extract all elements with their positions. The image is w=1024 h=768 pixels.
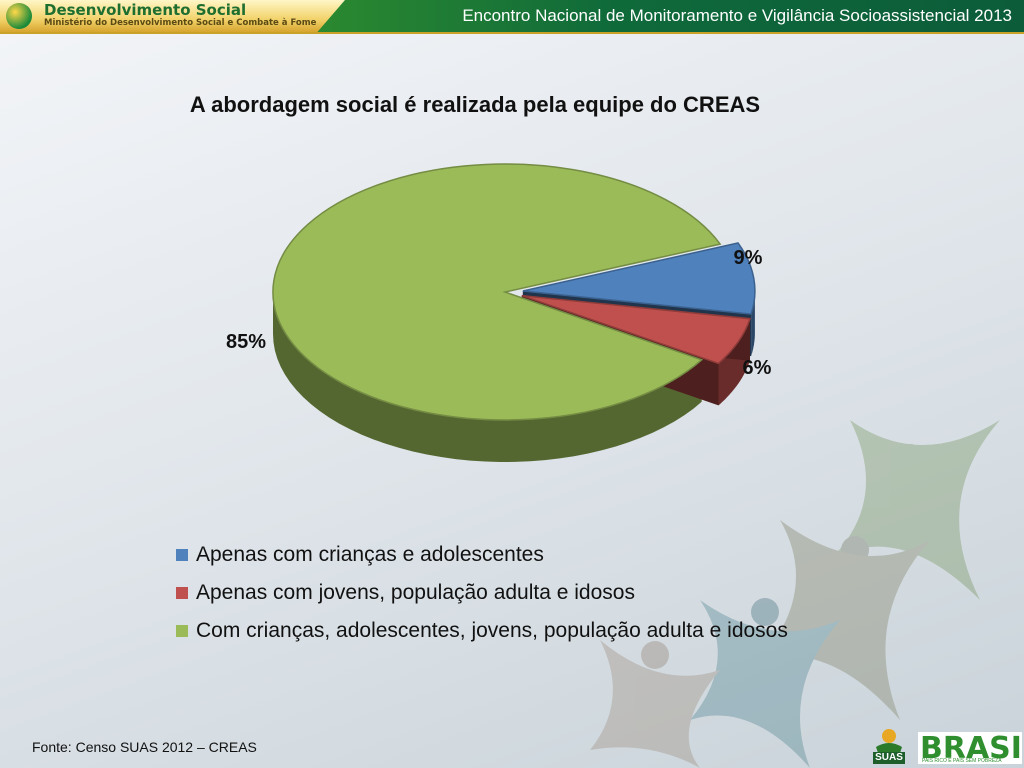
legend-label: Apenas com jovens, população adulta e id… — [196, 581, 635, 604]
pie-slice-red — [521, 294, 752, 365]
legend-swatch — [176, 587, 188, 599]
pie-slice-green — [272, 163, 722, 421]
legend-swatch — [176, 625, 188, 637]
decor-figure-body — [830, 420, 1000, 600]
pie-slice-blue — [522, 242, 756, 315]
chart-title: A abordagem social é realizada pela equi… — [189, 92, 761, 117]
ministry-logo-icon — [6, 3, 32, 29]
brand-subtitle: Ministério do Desenvolvimento Social e C… — [44, 18, 317, 28]
suas-logo-text: SUAS — [875, 752, 903, 763]
pie-slice-side — [273, 292, 702, 462]
legend-label: Apenas com crianças e adolescentes — [196, 543, 544, 566]
event-title: Encontro Nacional de Monitoramento e Vig… — [462, 6, 1012, 25]
pie-slice-side — [751, 291, 755, 357]
brasil-logo-text: BRASIL — [920, 731, 1024, 766]
decor-figure-body — [690, 600, 840, 768]
decor-figure-body — [760, 520, 930, 720]
decor-figure-head — [841, 536, 869, 564]
brasil-logo-tagline: PAÍS RICO É PAÍS SEM POBREZA — [922, 758, 1002, 764]
decor-figure-body — [590, 640, 720, 768]
decor-figure-head — [641, 641, 669, 669]
suas-logo — [873, 729, 905, 764]
header-bar: Desenvolvimento Social Ministério do Des… — [0, 0, 1024, 34]
decor-figure-head — [896, 444, 924, 472]
pie-data-label: 85% — [226, 331, 266, 353]
legend-item: Apenas com crianças e adolescentes — [176, 536, 788, 574]
brasil-logo — [918, 732, 1022, 764]
legend-item: Apenas com jovens, população adulta e id… — [176, 574, 788, 612]
legend-label: Com crianças, adolescentes, jovens, popu… — [196, 619, 788, 642]
pie-data-label: 9% — [734, 247, 763, 269]
decor-figure-head — [751, 598, 779, 626]
pie-data-label: 6% — [743, 357, 772, 379]
ministry-brand: Desenvolvimento Social Ministério do Des… — [0, 0, 345, 32]
chart-legend: Apenas com crianças e adolescentes Apena… — [176, 536, 788, 650]
legend-swatch — [176, 549, 188, 561]
source-note: Fonte: Censo SUAS 2012 – CREAS — [32, 739, 257, 755]
legend-item: Com crianças, adolescentes, jovens, popu… — [176, 612, 788, 650]
brand-title: Desenvolvimento Social — [44, 1, 247, 19]
